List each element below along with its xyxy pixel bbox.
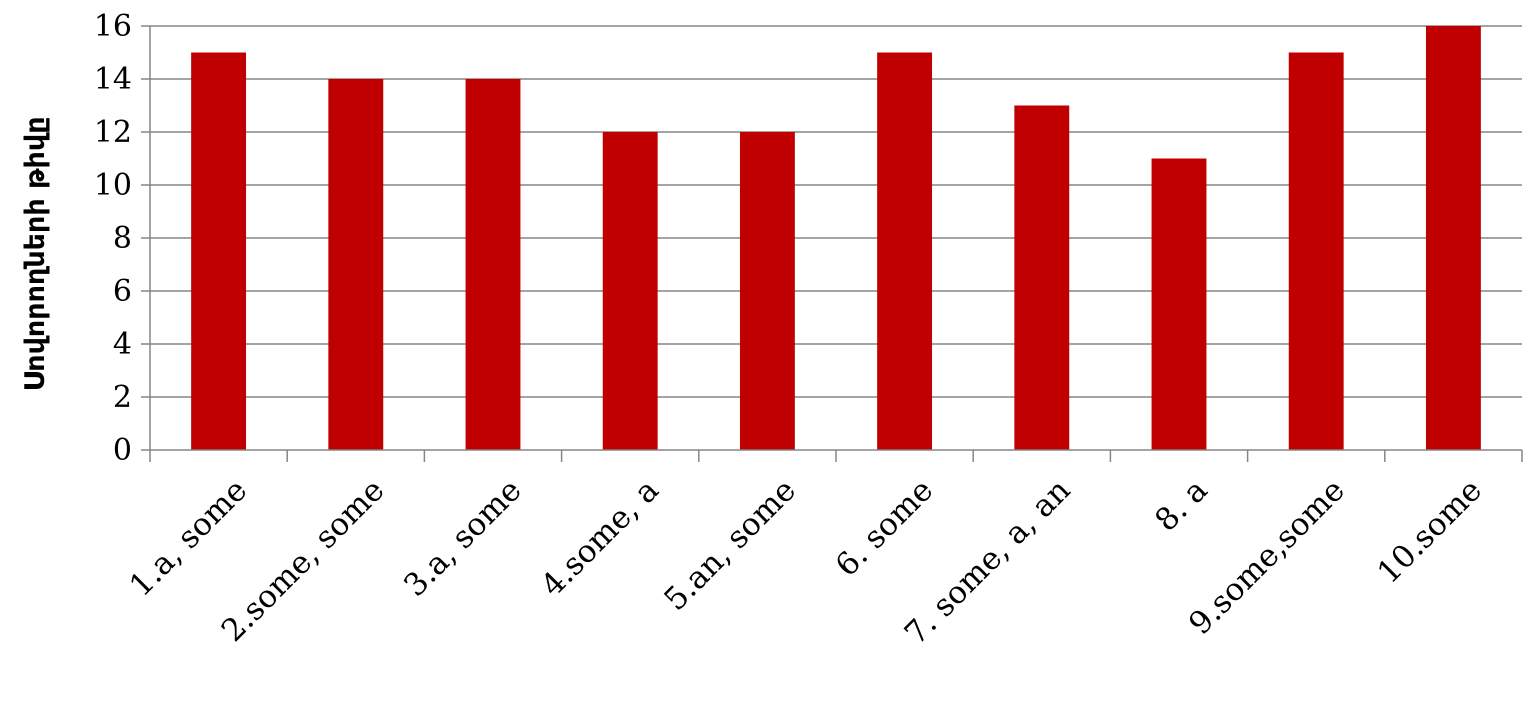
bar (1014, 106, 1069, 451)
bar (1152, 159, 1207, 451)
bar (877, 53, 932, 451)
bar (466, 79, 521, 450)
bar (191, 53, 246, 451)
x-tick-label: 6. some (829, 472, 941, 584)
bar (1289, 53, 1344, 451)
y-tick-labels: 0 2 4 6 8 10 12 14 16 (94, 9, 132, 468)
bar (740, 132, 795, 450)
y-tick-label: 16 (94, 9, 132, 44)
x-tick-label: 10.some (1371, 472, 1490, 591)
y-tick-label: 0 (113, 433, 132, 468)
x-tick-label: 5.an, some (657, 472, 803, 618)
x-tick-label: 3.a, some (397, 472, 529, 604)
x-tick-label: 8. a (1148, 472, 1214, 538)
y-tick-label: 12 (94, 115, 132, 150)
bar (1426, 26, 1481, 450)
y-tick-label: 4 (113, 327, 132, 362)
y-tick-label: 6 (113, 274, 132, 309)
x-tick-label: 1.a, some (123, 472, 255, 604)
x-tick-label: 4.some, a (534, 472, 666, 604)
bar (328, 79, 383, 450)
y-axis-title: Սովորողների թիվը (20, 116, 51, 391)
y-tick-label: 10 (94, 168, 132, 203)
bar (603, 132, 658, 450)
y-tick-label: 2 (113, 380, 132, 415)
y-tick-label: 14 (94, 62, 132, 97)
y-tick-label: 8 (113, 221, 132, 256)
